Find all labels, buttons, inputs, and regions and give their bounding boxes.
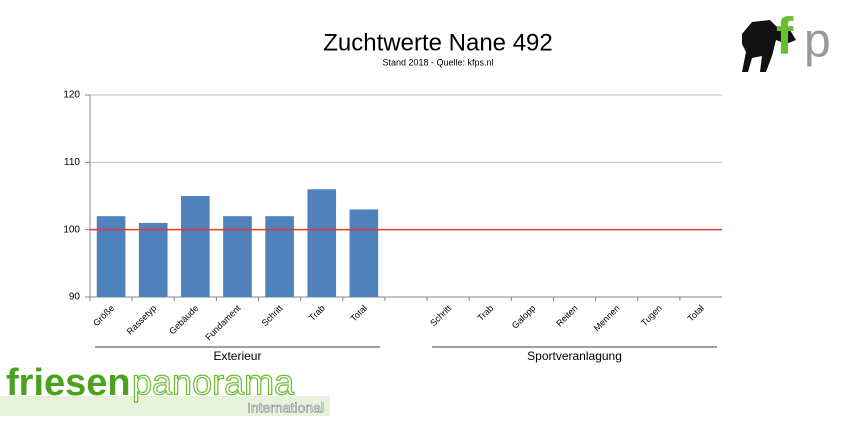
logo-text: friesen xyxy=(6,362,131,404)
x-tick-label: Total xyxy=(348,303,369,324)
x-tick-label: Galopp xyxy=(510,303,538,331)
x-tick-label: Größe xyxy=(91,303,116,328)
x-tick-label: Trab xyxy=(475,303,495,323)
chart-title: Zuchtwerte Nane 492 xyxy=(323,29,552,56)
bar xyxy=(138,222,168,297)
logo-band xyxy=(0,396,330,416)
y-tick-label: 90 xyxy=(69,292,81,303)
y-tick-label: 110 xyxy=(64,157,80,168)
y-tick-label: 120 xyxy=(63,90,80,101)
bar xyxy=(349,209,379,297)
group-label: Exterieur xyxy=(213,349,261,363)
x-tick-label: Trab xyxy=(307,303,327,323)
bar xyxy=(181,196,210,297)
group-label: Sportveranlagung xyxy=(527,349,622,363)
x-tick-label: Fundament xyxy=(203,303,243,343)
horse-icon xyxy=(742,20,796,72)
logo-text: panorama xyxy=(132,362,295,403)
logo-text: International xyxy=(247,400,324,416)
logo-letter: f xyxy=(776,8,794,66)
x-tick-label: Mennen xyxy=(592,303,622,333)
y-tick-label: 100 xyxy=(63,224,80,235)
x-tick-label: Schritt xyxy=(260,303,285,328)
x-tick-label: Reiten xyxy=(554,303,579,328)
x-tick-label: Gebäude xyxy=(167,303,200,336)
bar xyxy=(265,216,294,297)
bar xyxy=(96,216,126,297)
x-tick-label: Tugen xyxy=(639,303,664,328)
x-tick-label: Total xyxy=(686,303,707,324)
bar xyxy=(223,216,252,297)
x-tick-label: Schritt xyxy=(428,303,453,328)
x-tick-label: Rassetyp xyxy=(125,303,159,337)
logo-top: f p xyxy=(742,8,831,72)
bar xyxy=(307,189,337,297)
logo-bottom: friesen panorama International xyxy=(0,361,330,416)
logo-letter: p xyxy=(804,15,831,68)
chart-subtitle: Stand 2018 - Quelle: kfps.nl xyxy=(382,57,493,67)
